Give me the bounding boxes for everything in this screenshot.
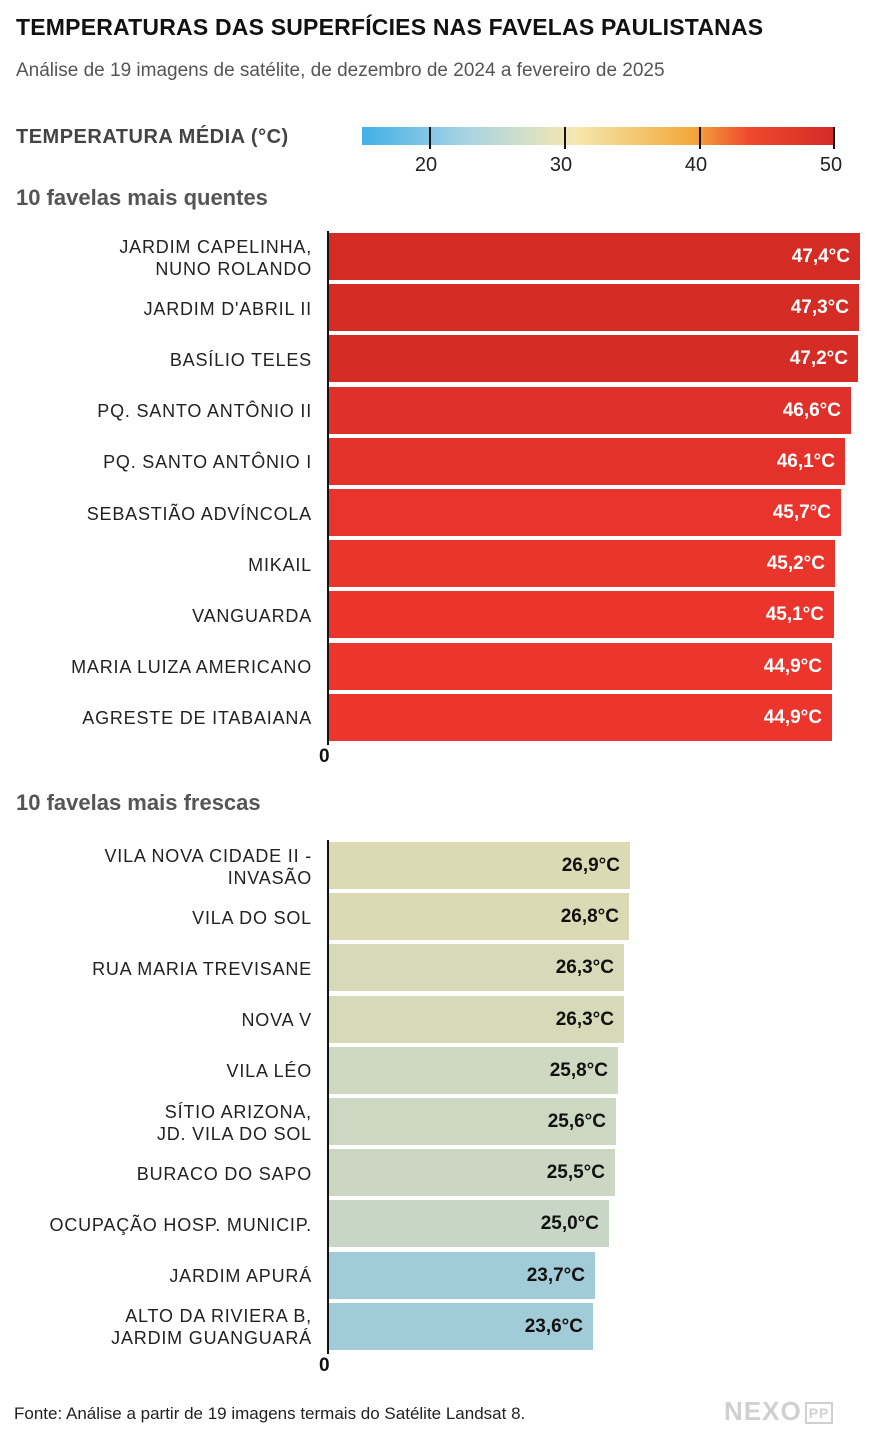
bar-cool-9 [329, 1251, 595, 1299]
bar-value-label: 45,7°C [772, 502, 831, 523]
bar-cool-1 [329, 842, 630, 889]
category-label: BASÍLIO TELES [169, 349, 312, 370]
bar-cool-4 [329, 995, 624, 1043]
axis-zero-label: 0 [319, 745, 330, 767]
bar-value-label: 47,2°C [789, 348, 848, 370]
legend-tick-label: 50 [819, 154, 843, 176]
bar-hot-7 [329, 540, 835, 588]
category-label: AGRESTE DE ITABAIANA [82, 708, 312, 729]
bar-hot-4 [329, 386, 851, 434]
bar-hot-5 [329, 437, 845, 485]
bar-hot-3 [329, 335, 858, 383]
category-label: BURACO DO SAPO [136, 1163, 312, 1184]
bar-value-label: 23,7°C [526, 1264, 585, 1286]
bar-value-label: 25,6°C [547, 1111, 606, 1132]
bar-cool-7 [329, 1149, 615, 1197]
category-label: JARDIM APURÁ [169, 1266, 312, 1287]
logo-text: NEXO [724, 1396, 802, 1426]
bar-cool-6 [329, 1098, 616, 1145]
bar-hot-1 [329, 233, 860, 280]
bar-value-label: 25,8°C [549, 1059, 608, 1081]
bar-cool-3 [329, 944, 624, 992]
category-label: VILA DO SOL [192, 907, 312, 928]
bar-value-label: 26,8°C [560, 906, 619, 928]
bar-value-label: 45,2°C [766, 553, 825, 575]
bar-value-label: 47,4°C [791, 246, 850, 267]
bar-value-label: 44,9°C [763, 655, 822, 677]
category-label: RUA MARIA TREVISANE [92, 958, 312, 979]
category-label: ALTO DA RIVIERA B, JARDIM GUANGUARÁ [111, 1306, 312, 1349]
x-axis-baseline [327, 840, 329, 1354]
category-label: MARIA LUIZA AMERICANO [71, 657, 312, 678]
legend-tick-mark [564, 127, 566, 149]
category-label: NOVA V [241, 1010, 312, 1031]
nexo-logo: NEXO PP [724, 1396, 834, 1427]
bar-hot-8 [329, 591, 834, 639]
legend-tick-label: 20 [414, 154, 438, 176]
bar-cool-8 [329, 1200, 609, 1248]
legend-tick-label: 30 [549, 154, 573, 176]
category-label: JARDIM CAPELINHA, NUNO ROLANDO [119, 236, 312, 279]
bar-cool-5 [329, 1046, 618, 1094]
axis-zero-label: 0 [319, 1354, 330, 1376]
hottest-section-title: 10 favelas mais quentes [16, 185, 268, 210]
legend-tick-mark [699, 127, 701, 149]
bar-value-label: 46,6°C [782, 399, 841, 421]
bar-value-label: 23,6°C [524, 1315, 583, 1337]
x-axis-baseline [327, 231, 329, 745]
bar-value-label: 44,9°C [763, 706, 822, 728]
bar-value-label: 26,3°C [555, 1008, 614, 1030]
chart-title: TEMPERATURAS DAS SUPERFÍCIES NAS FAVELAS… [16, 14, 764, 40]
legend-tick-label: 40 [684, 154, 708, 176]
bar-cool-2 [329, 893, 629, 941]
bar-hot-6 [329, 489, 841, 536]
bar-cool-10 [329, 1302, 593, 1350]
category-label: JARDIM D'ABRIL II [143, 298, 312, 319]
category-label: PQ. SANTO ANTÔNIO I [103, 452, 312, 473]
legend-label: TEMPERATURA MÉDIA (°C) [16, 126, 289, 148]
category-label: MIKAIL [248, 554, 312, 575]
legend-color-scale [362, 127, 834, 145]
bar-value-label: 26,9°C [561, 855, 620, 876]
bar-hot-9 [329, 642, 832, 690]
bar-value-label: 46,1°C [776, 450, 835, 472]
bar-hot-10 [329, 693, 832, 741]
category-label: SEBASTIÃO ADVÍNCOLA [86, 503, 312, 524]
category-label: VILA LÉO [226, 1061, 312, 1082]
bar-value-label: 25,5°C [546, 1162, 605, 1184]
logo-badge: PP [804, 1402, 834, 1425]
chart-subtitle: Análise de 19 imagens de satélite, de de… [16, 60, 665, 81]
coolest-section-title: 10 favelas mais frescas [16, 790, 261, 815]
category-label: PQ. SANTO ANTÔNIO II [97, 401, 312, 422]
category-label: OCUPAÇÃO HOSP. MUNICIP. [49, 1214, 312, 1235]
bar-value-label: 45,1°C [765, 604, 824, 626]
bar-value-label: 26,3°C [555, 957, 614, 979]
source-note: Fonte: Análise a partir de 19 imagens te… [14, 1404, 526, 1423]
category-label: SÍTIO ARIZONA, JD. VILA DO SOL [156, 1101, 312, 1144]
bar-value-label: 47,3°C [790, 297, 849, 319]
bar-hot-2 [329, 284, 859, 332]
category-label: VANGUARDA [192, 605, 312, 626]
legend-tick-mark [833, 127, 835, 149]
bar-value-label: 25,0°C [540, 1213, 599, 1235]
legend-tick-mark [429, 127, 431, 149]
category-label: VILA NOVA CIDADE II - INVASÃO [104, 845, 312, 888]
